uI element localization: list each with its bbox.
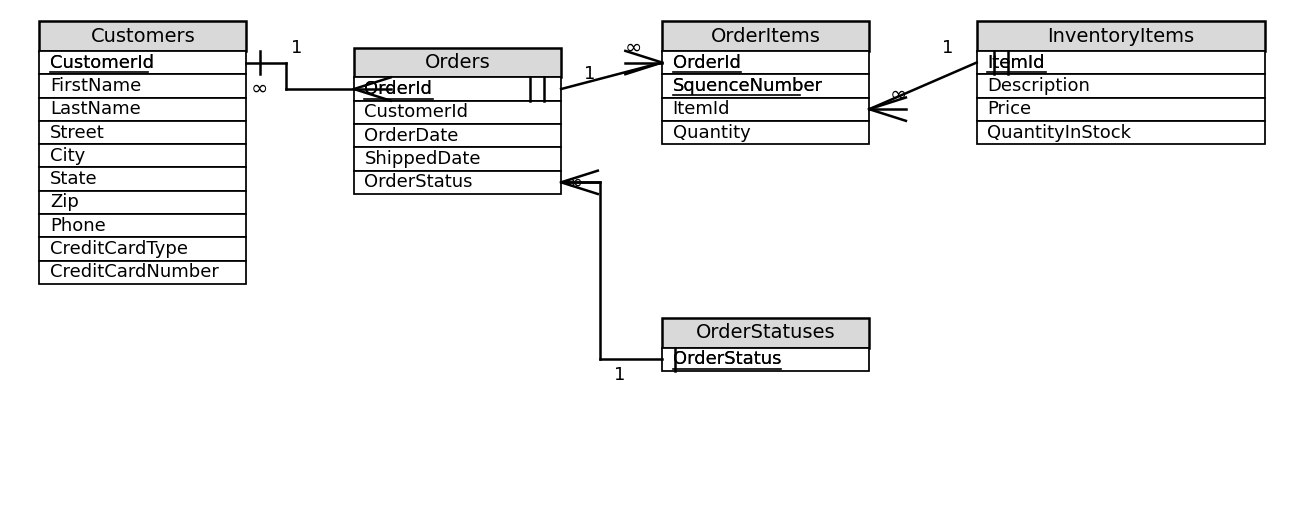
- Text: OrderId: OrderId: [364, 80, 433, 98]
- Bar: [662, 348, 869, 371]
- Text: 1: 1: [943, 39, 953, 57]
- Bar: [39, 167, 246, 191]
- Text: InventoryItems: InventoryItems: [1047, 26, 1194, 46]
- Text: 1: 1: [615, 366, 625, 384]
- Text: Street: Street: [50, 123, 105, 142]
- Text: ∞: ∞: [565, 172, 583, 192]
- Bar: [39, 21, 246, 51]
- Bar: [39, 74, 246, 98]
- Text: OrderDate: OrderDate: [364, 127, 459, 145]
- Text: OrderId: OrderId: [364, 80, 433, 98]
- Text: Zip: Zip: [50, 193, 79, 211]
- Text: OrderId: OrderId: [673, 54, 741, 72]
- Text: FirstName: FirstName: [50, 77, 142, 95]
- Bar: [39, 214, 246, 237]
- Bar: [354, 124, 561, 147]
- Bar: [354, 101, 561, 124]
- Text: CustomerId: CustomerId: [50, 54, 153, 72]
- Bar: [977, 74, 1265, 98]
- Text: LastName: LastName: [50, 100, 140, 118]
- Text: CreditCardNumber: CreditCardNumber: [50, 263, 219, 281]
- Text: 1: 1: [291, 39, 302, 57]
- Bar: [977, 51, 1265, 74]
- Text: CustomerId: CustomerId: [364, 103, 468, 121]
- Text: OrderStatus: OrderStatus: [673, 350, 781, 368]
- Bar: [39, 98, 246, 121]
- Bar: [354, 147, 561, 171]
- Text: OrderStatuses: OrderStatuses: [696, 323, 835, 342]
- Text: Orders: Orders: [425, 53, 490, 72]
- Bar: [39, 191, 246, 214]
- Text: Price: Price: [987, 100, 1032, 118]
- Bar: [39, 121, 246, 144]
- Text: ∞: ∞: [889, 84, 907, 104]
- Text: Description: Description: [987, 77, 1089, 95]
- Text: City: City: [50, 147, 85, 165]
- Bar: [662, 318, 869, 348]
- Text: ∞: ∞: [624, 38, 642, 58]
- Text: ShippedDate: ShippedDate: [364, 150, 481, 168]
- Bar: [662, 98, 869, 121]
- Bar: [662, 74, 869, 98]
- Text: ItemId: ItemId: [987, 54, 1045, 72]
- Text: 1: 1: [585, 65, 595, 83]
- Bar: [662, 21, 869, 51]
- Text: CreditCardType: CreditCardType: [50, 240, 187, 258]
- Bar: [39, 144, 246, 167]
- Text: OrderId: OrderId: [673, 54, 741, 72]
- Text: State: State: [50, 170, 97, 188]
- Bar: [662, 51, 869, 74]
- Bar: [977, 21, 1265, 51]
- Bar: [354, 48, 561, 77]
- Bar: [977, 98, 1265, 121]
- Text: Phone: Phone: [50, 217, 106, 235]
- Text: SquenceNumber: SquenceNumber: [673, 77, 823, 95]
- Text: OrderStatus: OrderStatus: [364, 173, 473, 191]
- Bar: [354, 171, 561, 194]
- Text: ItemId: ItemId: [673, 100, 730, 118]
- Text: CustomerId: CustomerId: [50, 54, 153, 72]
- Text: Quantity: Quantity: [673, 123, 750, 142]
- Bar: [39, 237, 246, 261]
- Text: ∞: ∞: [250, 79, 269, 99]
- Bar: [354, 77, 561, 101]
- Text: QuantityInStock: QuantityInStock: [987, 123, 1131, 142]
- Text: OrderStatus: OrderStatus: [673, 350, 781, 368]
- Bar: [662, 121, 869, 144]
- Text: SquenceNumber: SquenceNumber: [673, 77, 823, 95]
- Bar: [39, 51, 246, 74]
- Text: ItemId: ItemId: [987, 54, 1045, 72]
- Text: OrderItems: OrderItems: [711, 26, 821, 46]
- Text: Customers: Customers: [90, 26, 195, 46]
- Bar: [977, 121, 1265, 144]
- Bar: [39, 261, 246, 284]
